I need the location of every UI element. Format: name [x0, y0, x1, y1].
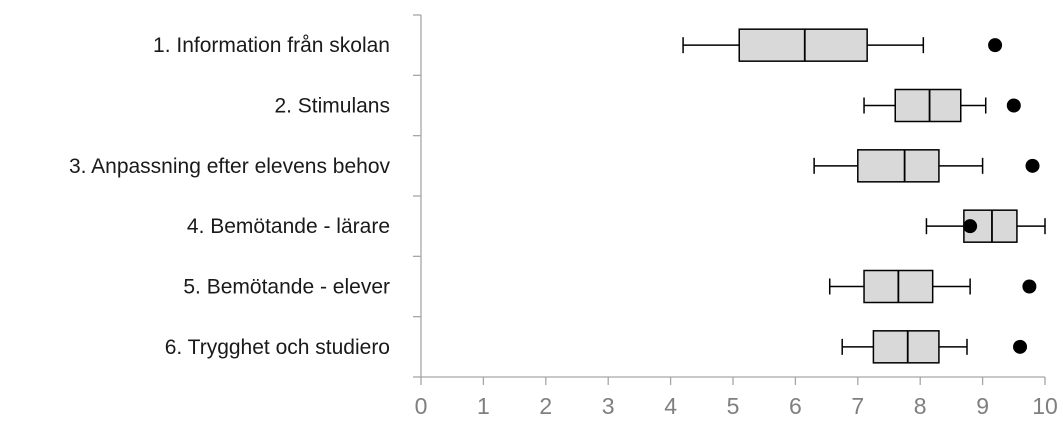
point-marker	[1006, 98, 1021, 113]
category-label: 5. Bemötande - elever	[183, 276, 390, 299]
x-tick-label: 4	[664, 393, 677, 419]
point-marker	[1022, 279, 1037, 294]
point-marker	[988, 38, 1003, 53]
category-label: 4. Bemötande - lärare	[187, 215, 390, 238]
x-tick-label: 8	[914, 393, 927, 419]
x-tick-label: 0	[415, 393, 428, 419]
x-tick-label: 10	[1032, 393, 1058, 419]
point-marker	[1013, 339, 1028, 354]
x-tick-label: 1	[477, 393, 490, 419]
box-item	[682, 28, 1003, 62]
box-iqr	[857, 149, 940, 183]
x-tick-labels: 0 1 2 3 4 5 6 7 8 9 10	[415, 393, 1058, 419]
box-iqr	[894, 88, 962, 123]
category-label: 3. Anpassning efter elevens behov	[69, 155, 391, 178]
category-label: 6. Trygghet och studiero	[165, 336, 390, 359]
x-tick-label: 6	[789, 393, 802, 419]
box-iqr	[872, 330, 940, 364]
box-iqr	[738, 28, 868, 62]
box-item	[828, 269, 1037, 304]
axes	[413, 14, 1046, 385]
point-marker	[963, 219, 978, 234]
x-tick-label: 2	[539, 393, 552, 419]
x-tick-label: 7	[851, 393, 864, 419]
box-item	[813, 149, 1040, 183]
point-marker	[1025, 158, 1040, 173]
x-tick-label: 3	[602, 393, 615, 419]
x-tick-label: 5	[727, 393, 740, 419]
box-item	[841, 330, 1028, 364]
category-label: 2. Stimulans	[274, 95, 390, 118]
box-item	[925, 209, 1046, 243]
x-tick-label: 9	[976, 393, 989, 419]
category-label: 1. Information från skolan	[153, 34, 390, 57]
boxes	[682, 28, 1046, 364]
category-labels: 1. Information från skolan 2. Stimulans 3.…	[69, 34, 391, 359]
box-item	[863, 88, 1021, 123]
